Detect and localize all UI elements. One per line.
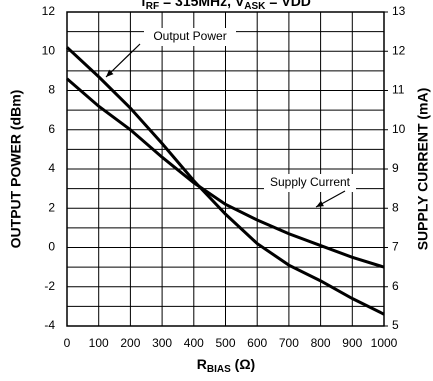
arrow-head [316, 200, 324, 207]
x-tick-label: 0 [64, 336, 71, 350]
y2-tick-label: 6 [392, 279, 399, 293]
y-tick-label: 0 [48, 240, 55, 254]
x-tick-label: 600 [247, 336, 267, 350]
series-line [65, 46, 385, 316]
x-tick-label: 500 [215, 336, 235, 350]
y2-tick-label: 8 [392, 200, 399, 214]
y-tick-label: 12 [42, 4, 56, 18]
series-line [66, 77, 385, 269]
x-tick-label: 900 [342, 336, 362, 350]
x-tick-label: 200 [120, 336, 140, 350]
y-tick-label: -4 [44, 318, 55, 332]
y-tick-label: 2 [48, 200, 55, 214]
y2-tick-label: 11 [392, 83, 405, 97]
y-tick-label: 8 [48, 83, 55, 97]
y-tick-label: 4 [48, 161, 55, 175]
y2-tick-label: 12 [392, 43, 406, 57]
annotation-bg [264, 174, 356, 192]
annotation-bg [144, 28, 236, 46]
x-tick-label: 400 [184, 336, 204, 350]
y-tick-label: 6 [48, 122, 55, 136]
y-tick-label: 10 [42, 43, 56, 57]
y-axis-label: OUTPUT POWER (dBm) [8, 90, 24, 249]
x-tick-label: 700 [279, 336, 299, 350]
x-axis-label: RBIAS (Ω) [197, 356, 255, 375]
y-tick-label: -2 [44, 279, 55, 293]
y2-tick-label: 7 [392, 240, 399, 254]
annotation-arrow [105, 43, 141, 78]
legend-label: Output Power [153, 29, 226, 43]
arrow-head [106, 69, 114, 77]
legend-label: Supply Current [270, 175, 351, 189]
x-tick-label: 800 [311, 336, 331, 350]
x-tick-label: 1000 [371, 336, 398, 350]
y2-tick-label: 13 [392, 4, 406, 18]
y2-tick-label: 5 [392, 318, 399, 332]
x-tick-label: 300 [152, 336, 172, 350]
x-tick-label: 100 [89, 336, 109, 350]
y2-tick-label: 9 [392, 161, 399, 175]
chart-title: fRF = 315MHz, VASK = VDD [141, 0, 311, 12]
y2-axis-label: SUPPLY CURRENT (mA) [415, 88, 431, 251]
y2-tick-label: 10 [392, 122, 406, 136]
plot-frame [66, 11, 385, 327]
